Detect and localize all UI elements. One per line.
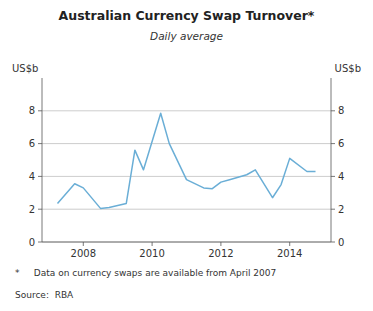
- y2-tick: [331, 209, 335, 210]
- footnote: * Data on currency swaps are available f…: [15, 268, 276, 278]
- y-tick: [38, 209, 42, 210]
- x-tick: [152, 242, 153, 246]
- x-tick-label: 2014: [277, 248, 302, 259]
- y2-tick-label: 4: [338, 171, 344, 182]
- y2-tick-label: 0: [338, 237, 344, 248]
- title: Australian Currency Swap Turnover*: [59, 8, 315, 23]
- y-axis-line: [42, 78, 43, 242]
- data-line: [57, 113, 315, 208]
- grid: [42, 111, 331, 242]
- x-tick-label: 2010: [139, 248, 164, 259]
- grid-line: [42, 209, 331, 210]
- y2-tick-label: 6: [338, 138, 344, 149]
- y2-tick: [331, 110, 335, 111]
- grid-line: [42, 242, 331, 243]
- grid-line: [42, 143, 331, 144]
- grid-line: [42, 176, 331, 177]
- y2-axis-line: [331, 78, 332, 242]
- y-tick-label: 0: [29, 237, 35, 248]
- x-tick-label: 2012: [208, 248, 233, 259]
- y-tick: [38, 242, 42, 243]
- y-tick-label: 8: [29, 105, 35, 116]
- y2-axis-label: US$b: [335, 63, 361, 74]
- x-axis-line: [42, 242, 331, 243]
- y-tick: [38, 110, 42, 111]
- y-tick-label: 6: [29, 138, 35, 149]
- y-axis-label: US$b: [12, 63, 38, 74]
- y-tick: [38, 176, 42, 177]
- grid-line: [42, 110, 331, 111]
- chart: Australian Currency Swap Turnover* Daily …: [0, 0, 373, 311]
- y2-tick: [331, 242, 335, 243]
- y2-tick-label: 2: [338, 204, 344, 215]
- y-tick: [38, 143, 42, 144]
- x-tick: [220, 242, 221, 246]
- y2-tick-label: 8: [338, 105, 344, 116]
- y2-tick: [331, 176, 335, 177]
- y-tick-label: 2: [29, 204, 35, 215]
- x-tick-label: 2008: [71, 248, 96, 259]
- source: Source: RBA: [15, 290, 74, 300]
- y2-tick: [331, 143, 335, 144]
- x-tick: [83, 242, 84, 246]
- y-tick-label: 4: [29, 171, 35, 182]
- plot-area: [57, 113, 315, 208]
- x-tick: [289, 242, 290, 246]
- subtitle: Daily average: [150, 30, 223, 42]
